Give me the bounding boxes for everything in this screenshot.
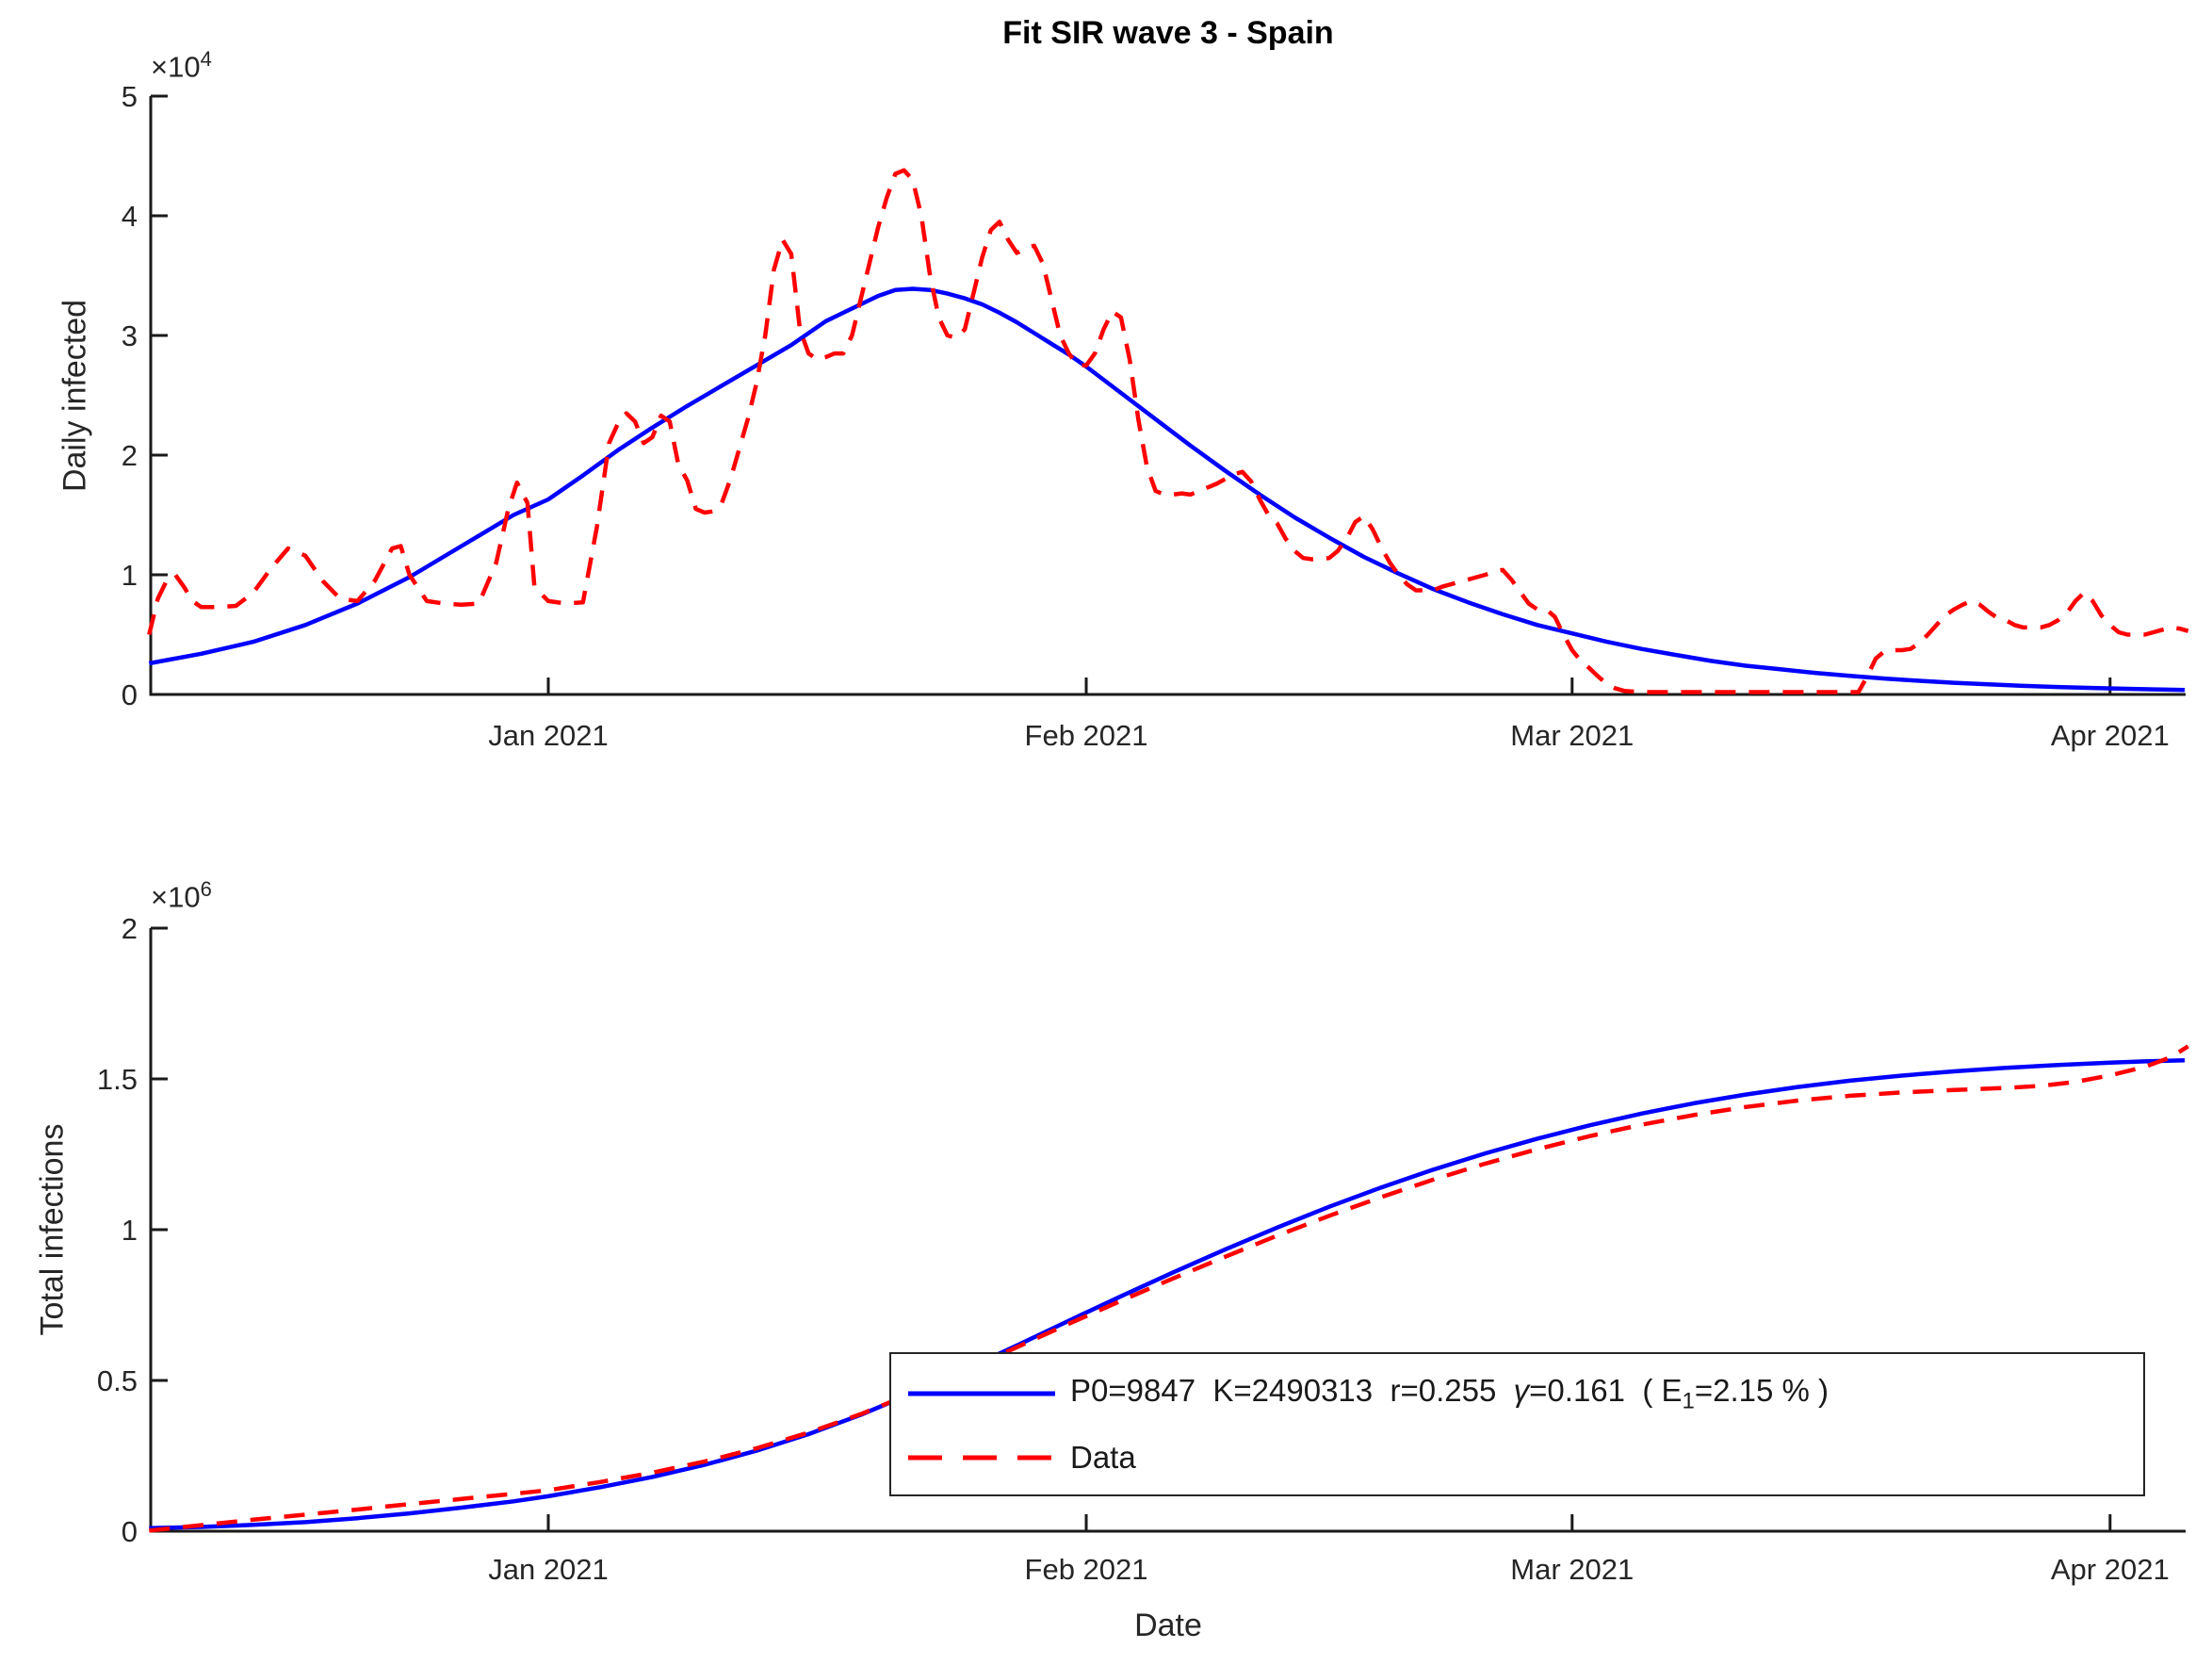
total-y-tick-label: 0 bbox=[121, 1515, 138, 1548]
total-data-line bbox=[149, 1044, 2189, 1533]
daily-fit-line bbox=[148, 286, 2186, 693]
total-y-tick-label: 2 bbox=[121, 912, 138, 945]
daily-y-tick-label: 5 bbox=[121, 80, 138, 113]
total-x-tick-label: Apr 2021 bbox=[2050, 1553, 2170, 1586]
total-y-tick-label: 1.5 bbox=[96, 1063, 138, 1096]
legend-entry-fit: P0=9847 K=2490313 r=0.255 γ=0.161 ( E1=2… bbox=[891, 1373, 2143, 1415]
daily-y-tick-label: 2 bbox=[121, 439, 138, 472]
total-x-tick-label: Jan 2021 bbox=[488, 1553, 609, 1586]
daily-y-tick-label: 3 bbox=[121, 319, 138, 352]
total-y-tick-label: 1 bbox=[121, 1214, 138, 1247]
total-x-tick-label: Mar 2021 bbox=[1510, 1553, 1635, 1586]
legend-entry-data: Data bbox=[891, 1440, 2143, 1476]
total-x-tick-label: Feb 2021 bbox=[1024, 1553, 1148, 1586]
legend-data-label: Data bbox=[1070, 1440, 1136, 1476]
daily-x-tick-label: Jan 2021 bbox=[488, 719, 609, 752]
total-y-tick-label: 0.5 bbox=[96, 1364, 138, 1397]
top-y-exponent-label: ×104 bbox=[151, 47, 212, 84]
total-fit-line bbox=[149, 1057, 2186, 1531]
gamma-symbol: γ bbox=[1513, 1372, 1530, 1408]
daily-data-line bbox=[147, 168, 2189, 694]
bottom-x-axis-label: Date bbox=[1134, 1608, 1202, 1643]
legend-data-line-sample bbox=[908, 1455, 1055, 1461]
daily-x-tick-label: Mar 2021 bbox=[1510, 719, 1635, 752]
legend-fit-label: P0=9847 K=2490313 r=0.255 γ=0.161 ( E1=2… bbox=[1070, 1372, 1830, 1414]
legend-fit-line-sample bbox=[908, 1391, 1055, 1396]
daily-y-tick-label: 0 bbox=[121, 678, 138, 711]
daily-x-tick-label: Feb 2021 bbox=[1024, 719, 1148, 752]
daily-x-tick-label: Apr 2021 bbox=[2050, 719, 2170, 752]
daily-y-tick-label: 1 bbox=[121, 559, 138, 592]
bottom-y-exponent-label: ×106 bbox=[151, 877, 212, 914]
daily-y-tick-label: 4 bbox=[121, 200, 138, 233]
chart-title: Fit SIR wave 3 - Spain bbox=[1002, 15, 1334, 51]
legend-box: P0=9847 K=2490313 r=0.255 γ=0.161 ( E1=2… bbox=[889, 1352, 2145, 1496]
